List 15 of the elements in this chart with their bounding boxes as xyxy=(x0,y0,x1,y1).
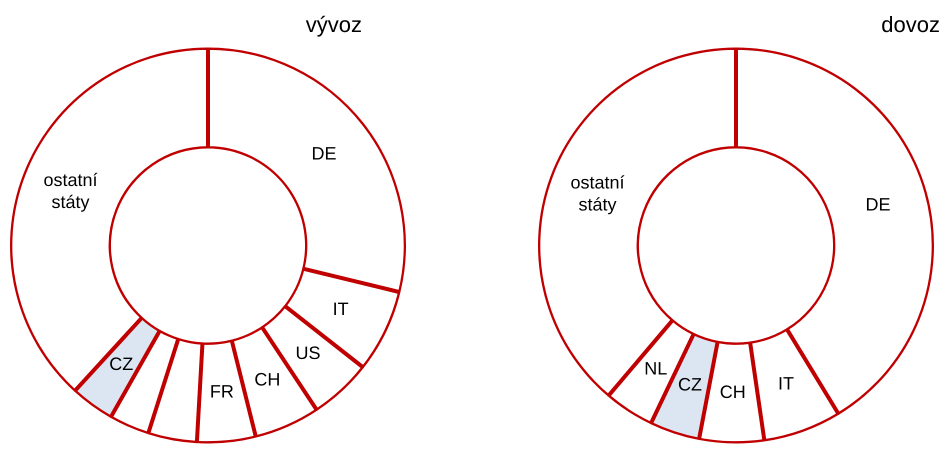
slice-label: FR xyxy=(210,381,234,402)
chart-title: vývoz xyxy=(306,12,362,38)
slice-label: CH xyxy=(254,369,280,390)
slice-label: CH xyxy=(720,382,746,402)
slice-label: CZ xyxy=(109,354,134,374)
slice-label: DE xyxy=(866,194,891,215)
chart-title: dovoz xyxy=(881,12,940,38)
slice-label: IT xyxy=(778,373,794,394)
slice-label: CZ xyxy=(678,374,702,395)
slice-label: US xyxy=(295,342,320,363)
slice-label: NL xyxy=(644,358,668,378)
slice-label: ostatní státy xyxy=(43,170,98,212)
slice-label: ostatní státy xyxy=(570,172,625,215)
slice-label: DE xyxy=(311,143,336,164)
slice-label: IT xyxy=(332,298,349,319)
